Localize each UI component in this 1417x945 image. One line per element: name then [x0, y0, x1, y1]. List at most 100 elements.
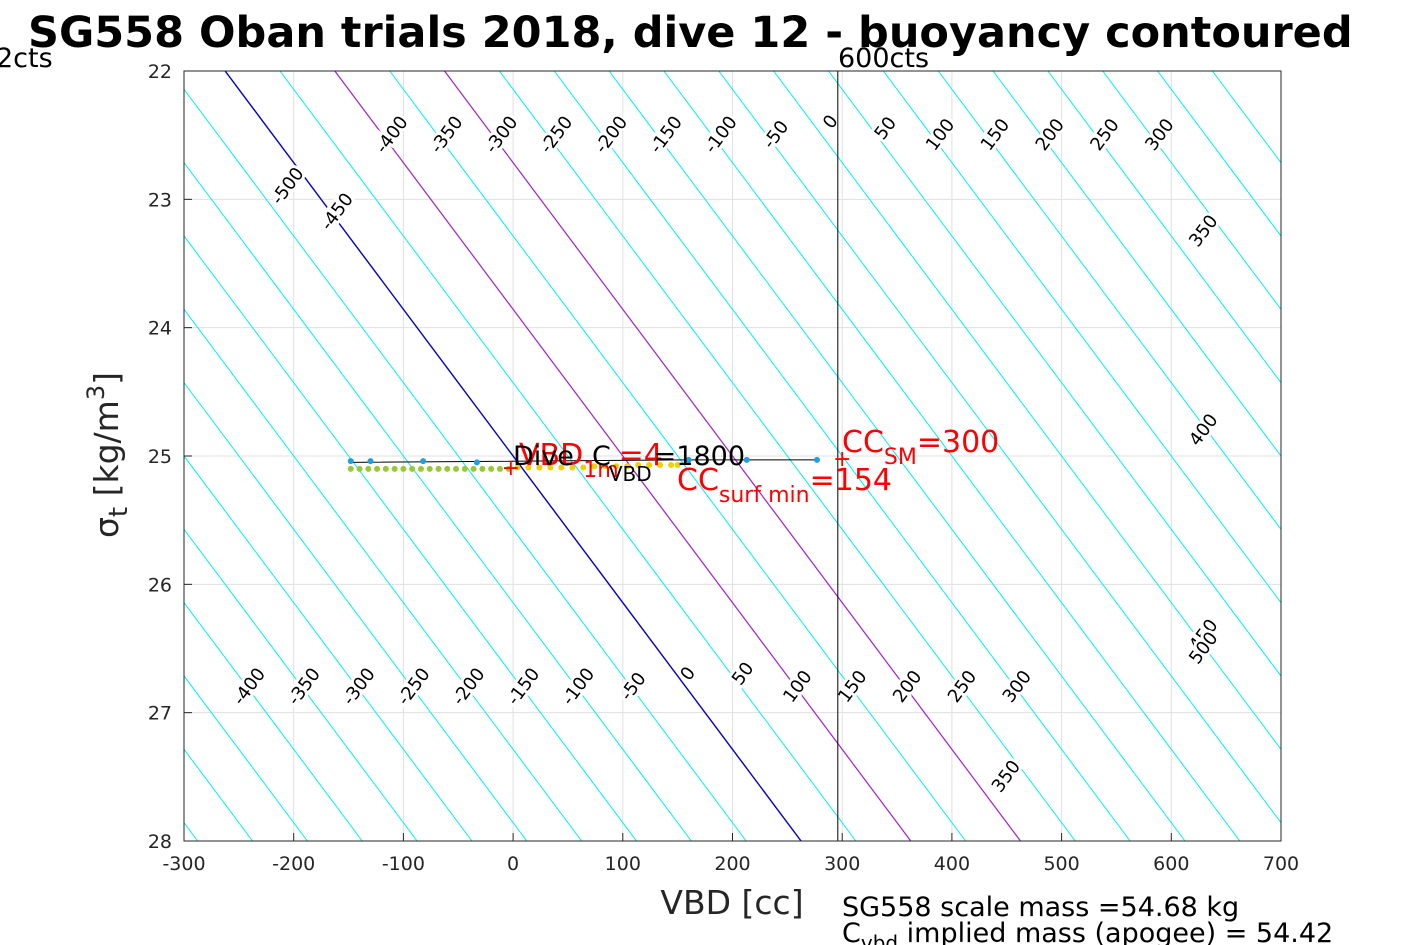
- x-tick-label: 200: [714, 853, 750, 875]
- contour-line: [334, 71, 912, 841]
- annotation-cc-sm-main: CC: [842, 425, 884, 460]
- data-point-yellow: [635, 461, 642, 468]
- contour-line: [553, 71, 1131, 841]
- footer-rest: implied mass (apogee) = 54.42: [898, 918, 1333, 945]
- data-point-green: [496, 465, 503, 472]
- y-tick-label: 28: [148, 831, 172, 853]
- contour-line: [184, 455, 473, 841]
- contour-line: [498, 71, 1076, 841]
- x-tick-label: 500: [1043, 853, 1079, 875]
- contour-label: 200: [1032, 115, 1069, 155]
- annotation-c-sub: VBD: [609, 462, 652, 486]
- data-point-yellow: [668, 461, 675, 468]
- data-point-blue: [813, 456, 820, 463]
- annotation-vbd-value: =4: [619, 438, 663, 473]
- data-point-green: [356, 465, 363, 472]
- x-tick-label: 0: [507, 853, 519, 875]
- annotation-c-main: C: [592, 441, 611, 472]
- x-tick-label: -200: [272, 853, 315, 875]
- data-point-green: [347, 465, 354, 472]
- data-point-green: [400, 465, 407, 472]
- data-point-green: [435, 465, 442, 472]
- y-axis-ticks: 22 23 24 25 26 27 28: [148, 61, 192, 853]
- y-axis-label: σt [kg/m3]: [82, 372, 134, 538]
- y-tick-label: 24: [148, 318, 172, 340]
- data-point-yellow: [674, 461, 681, 468]
- contour-line: [663, 71, 1241, 841]
- annotation-cc-sm-value: =300: [917, 425, 999, 460]
- contour-label: 300: [1141, 115, 1178, 155]
- annotation-c-value: =1800: [654, 441, 745, 472]
- contour-label: 0: [676, 663, 700, 685]
- data-point-green: [453, 465, 460, 472]
- contour-line: [1047, 71, 1281, 384]
- data-point-yellow: [525, 464, 532, 471]
- contour-line: [937, 71, 1281, 531]
- x-tick-label: 100: [605, 853, 641, 875]
- contour-label: 0: [819, 111, 843, 133]
- contour-label: -250: [536, 112, 577, 157]
- footer-c-sub: vbd: [861, 931, 898, 945]
- annotation-vbd-main: VBD: [519, 438, 583, 473]
- y-tick-label: 23: [148, 189, 172, 211]
- y-axis-label-unit: [kg/m: [87, 400, 126, 507]
- contour-line: [184, 601, 363, 841]
- annotation-cc-sm: CCSM=300: [842, 425, 999, 470]
- data-point-blue: [685, 456, 692, 463]
- contour-line: [184, 235, 637, 841]
- data-point-yellow: [580, 464, 587, 471]
- x-tick-label: 400: [934, 853, 970, 875]
- chart-title: SG558 Oban trials 2018, dive 12 - buoyan…: [28, 8, 1353, 58]
- contour-line: [1102, 71, 1281, 311]
- data-point-blue: [420, 458, 427, 465]
- y-tick-label: 27: [148, 703, 172, 725]
- contour-line: [992, 71, 1281, 457]
- footer-implied-mass: Cvbd implied mass (apogee) = 54.42: [842, 918, 1333, 945]
- x-tick-label: 300: [824, 853, 860, 875]
- red-markers: + +: [502, 447, 852, 481]
- contour-label: 350: [988, 756, 1025, 796]
- data-point-green: [470, 465, 477, 472]
- data-point-yellow: [613, 463, 620, 470]
- red-plus-marker: +: [833, 447, 851, 472]
- contour-line: [608, 71, 1186, 841]
- data-point-blue: [367, 458, 374, 465]
- annotation-cc-surf-value: =154: [810, 463, 892, 498]
- data-point-yellow: [547, 464, 554, 471]
- data-point-green: [417, 465, 424, 472]
- annotation-cc-surf: CCsurf min=154: [677, 463, 892, 508]
- annotation-c-vbd: C VBD=1800: [592, 441, 745, 486]
- data-point-green: [365, 465, 372, 472]
- annotation-dive: Dive: [513, 441, 574, 472]
- x-tick-label: 700: [1263, 853, 1299, 875]
- data-point-yellow: [514, 464, 521, 471]
- contour-line: [279, 71, 857, 841]
- contour-label: 150: [977, 115, 1014, 155]
- data-point-green: [461, 465, 468, 472]
- red-plus-marker: +: [502, 456, 520, 481]
- data-point-green: [426, 465, 433, 472]
- contour-label: -500: [267, 164, 308, 209]
- x-tick-label: 600: [1153, 853, 1189, 875]
- data-point-green: [391, 465, 398, 472]
- contour-line: [184, 675, 308, 841]
- data-point-yellow: [569, 464, 576, 471]
- x-tick-label: -300: [162, 853, 205, 875]
- contour-line: [882, 71, 1281, 604]
- contour-line: [718, 71, 1281, 824]
- marker-label-right: 600cts: [838, 43, 929, 74]
- contour-label: 50: [870, 113, 901, 144]
- data-point-green: [488, 465, 495, 472]
- contour-line: [389, 71, 967, 841]
- contour-line: [184, 88, 747, 841]
- data-point-green: [382, 465, 389, 472]
- contour-label: -400: [371, 112, 412, 157]
- annotation-cc-sm-sub: SM: [884, 445, 917, 470]
- x-axis-ticks: -300 -200 -100 0 100 200 300 400 500 600 700: [162, 833, 1299, 875]
- contour-line: [444, 71, 1021, 841]
- contour-line: [184, 381, 528, 841]
- data-point-green: [409, 465, 416, 472]
- contour-line: [773, 71, 1281, 751]
- y-tick-label: 22: [148, 61, 172, 83]
- contour-label: -300: [481, 112, 522, 157]
